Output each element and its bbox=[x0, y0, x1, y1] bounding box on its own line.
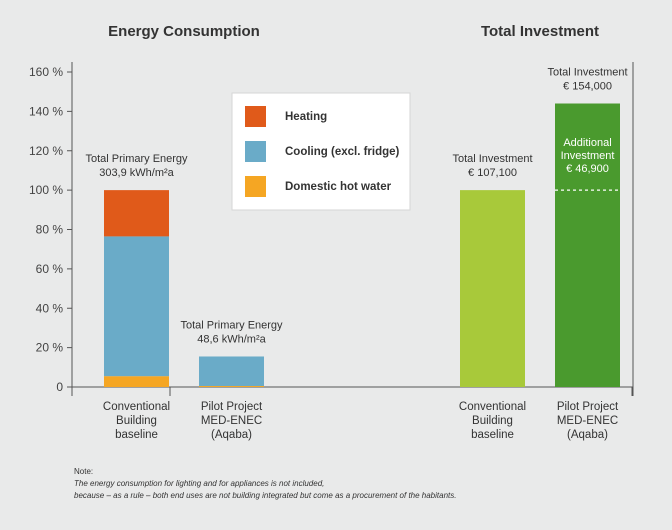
footnote-label: Note: bbox=[74, 467, 94, 476]
energy-bar-segment bbox=[104, 376, 169, 387]
energy-total-label: Total Primary Energy bbox=[180, 319, 283, 331]
footnote-line-1: The energy consumption for lighting and … bbox=[74, 479, 325, 488]
legend-swatch bbox=[245, 176, 266, 197]
y-tick-label: 60 % bbox=[36, 262, 64, 276]
y-tick-label: 100 % bbox=[29, 183, 63, 197]
energy-category-label: Conventional bbox=[103, 401, 170, 413]
investment-bar bbox=[460, 190, 525, 387]
y-tick-label: 120 % bbox=[29, 144, 63, 158]
energy-chart-title: Energy Consumption bbox=[108, 23, 260, 40]
investment-category-label: Conventional bbox=[459, 401, 526, 413]
legend-label: Heating bbox=[285, 111, 327, 123]
additional-investment-label: Investment bbox=[561, 150, 615, 162]
energy-total-value: 303,9 kWh/m²a bbox=[99, 167, 174, 179]
investment-chart-title: Total Investment bbox=[481, 23, 599, 40]
additional-investment-label: Additional bbox=[563, 137, 611, 149]
legend-swatch bbox=[245, 141, 266, 162]
footnote: Note: The energy consumption for lightin… bbox=[74, 466, 456, 502]
y-tick-label: 160 % bbox=[29, 65, 63, 79]
energy-category-label: Pilot Project bbox=[201, 401, 263, 413]
investment-total-label: Total Investment bbox=[547, 67, 627, 79]
y-tick-label: 0 bbox=[56, 380, 63, 394]
energy-total-value: 48,6 kWh/m²a bbox=[197, 333, 266, 345]
energy-bar-segment bbox=[199, 386, 264, 387]
y-tick-label: 140 % bbox=[29, 104, 63, 118]
footnote-line-2: because – as a rule – both end uses are … bbox=[74, 491, 457, 500]
investment-total-value: € 154,000 bbox=[563, 81, 612, 93]
investment-bar bbox=[555, 103, 620, 387]
energy-bar-segment bbox=[104, 190, 169, 237]
additional-investment-label: € 46,900 bbox=[566, 163, 609, 175]
energy-bar-segment bbox=[104, 236, 169, 377]
energy-category-label: baseline bbox=[115, 429, 158, 441]
investment-category-label: Building bbox=[472, 415, 513, 427]
y-tick-label: 40 % bbox=[36, 301, 64, 315]
energy-total-label: Total Primary Energy bbox=[85, 153, 188, 165]
y-tick-label: 20 % bbox=[36, 341, 64, 355]
energy-category-label: (Aqaba) bbox=[211, 429, 252, 441]
energy-bar-segment bbox=[199, 356, 264, 387]
y-tick-label: 80 % bbox=[36, 223, 64, 237]
energy-category-label: MED-ENEC bbox=[201, 415, 262, 427]
investment-category-label: baseline bbox=[471, 429, 514, 441]
investment-total-value: € 107,100 bbox=[468, 167, 517, 179]
investment-total-label: Total Investment bbox=[452, 153, 532, 165]
legend-label: Cooling (excl. fridge) bbox=[285, 146, 400, 158]
investment-category-label: (Aqaba) bbox=[567, 429, 608, 441]
legend-label: Domestic hot water bbox=[285, 181, 392, 193]
energy-category-label: Building bbox=[116, 415, 157, 427]
legend-swatch bbox=[245, 106, 266, 127]
investment-category-label: Pilot Project bbox=[557, 401, 619, 413]
investment-category-label: MED-ENEC bbox=[557, 415, 618, 427]
